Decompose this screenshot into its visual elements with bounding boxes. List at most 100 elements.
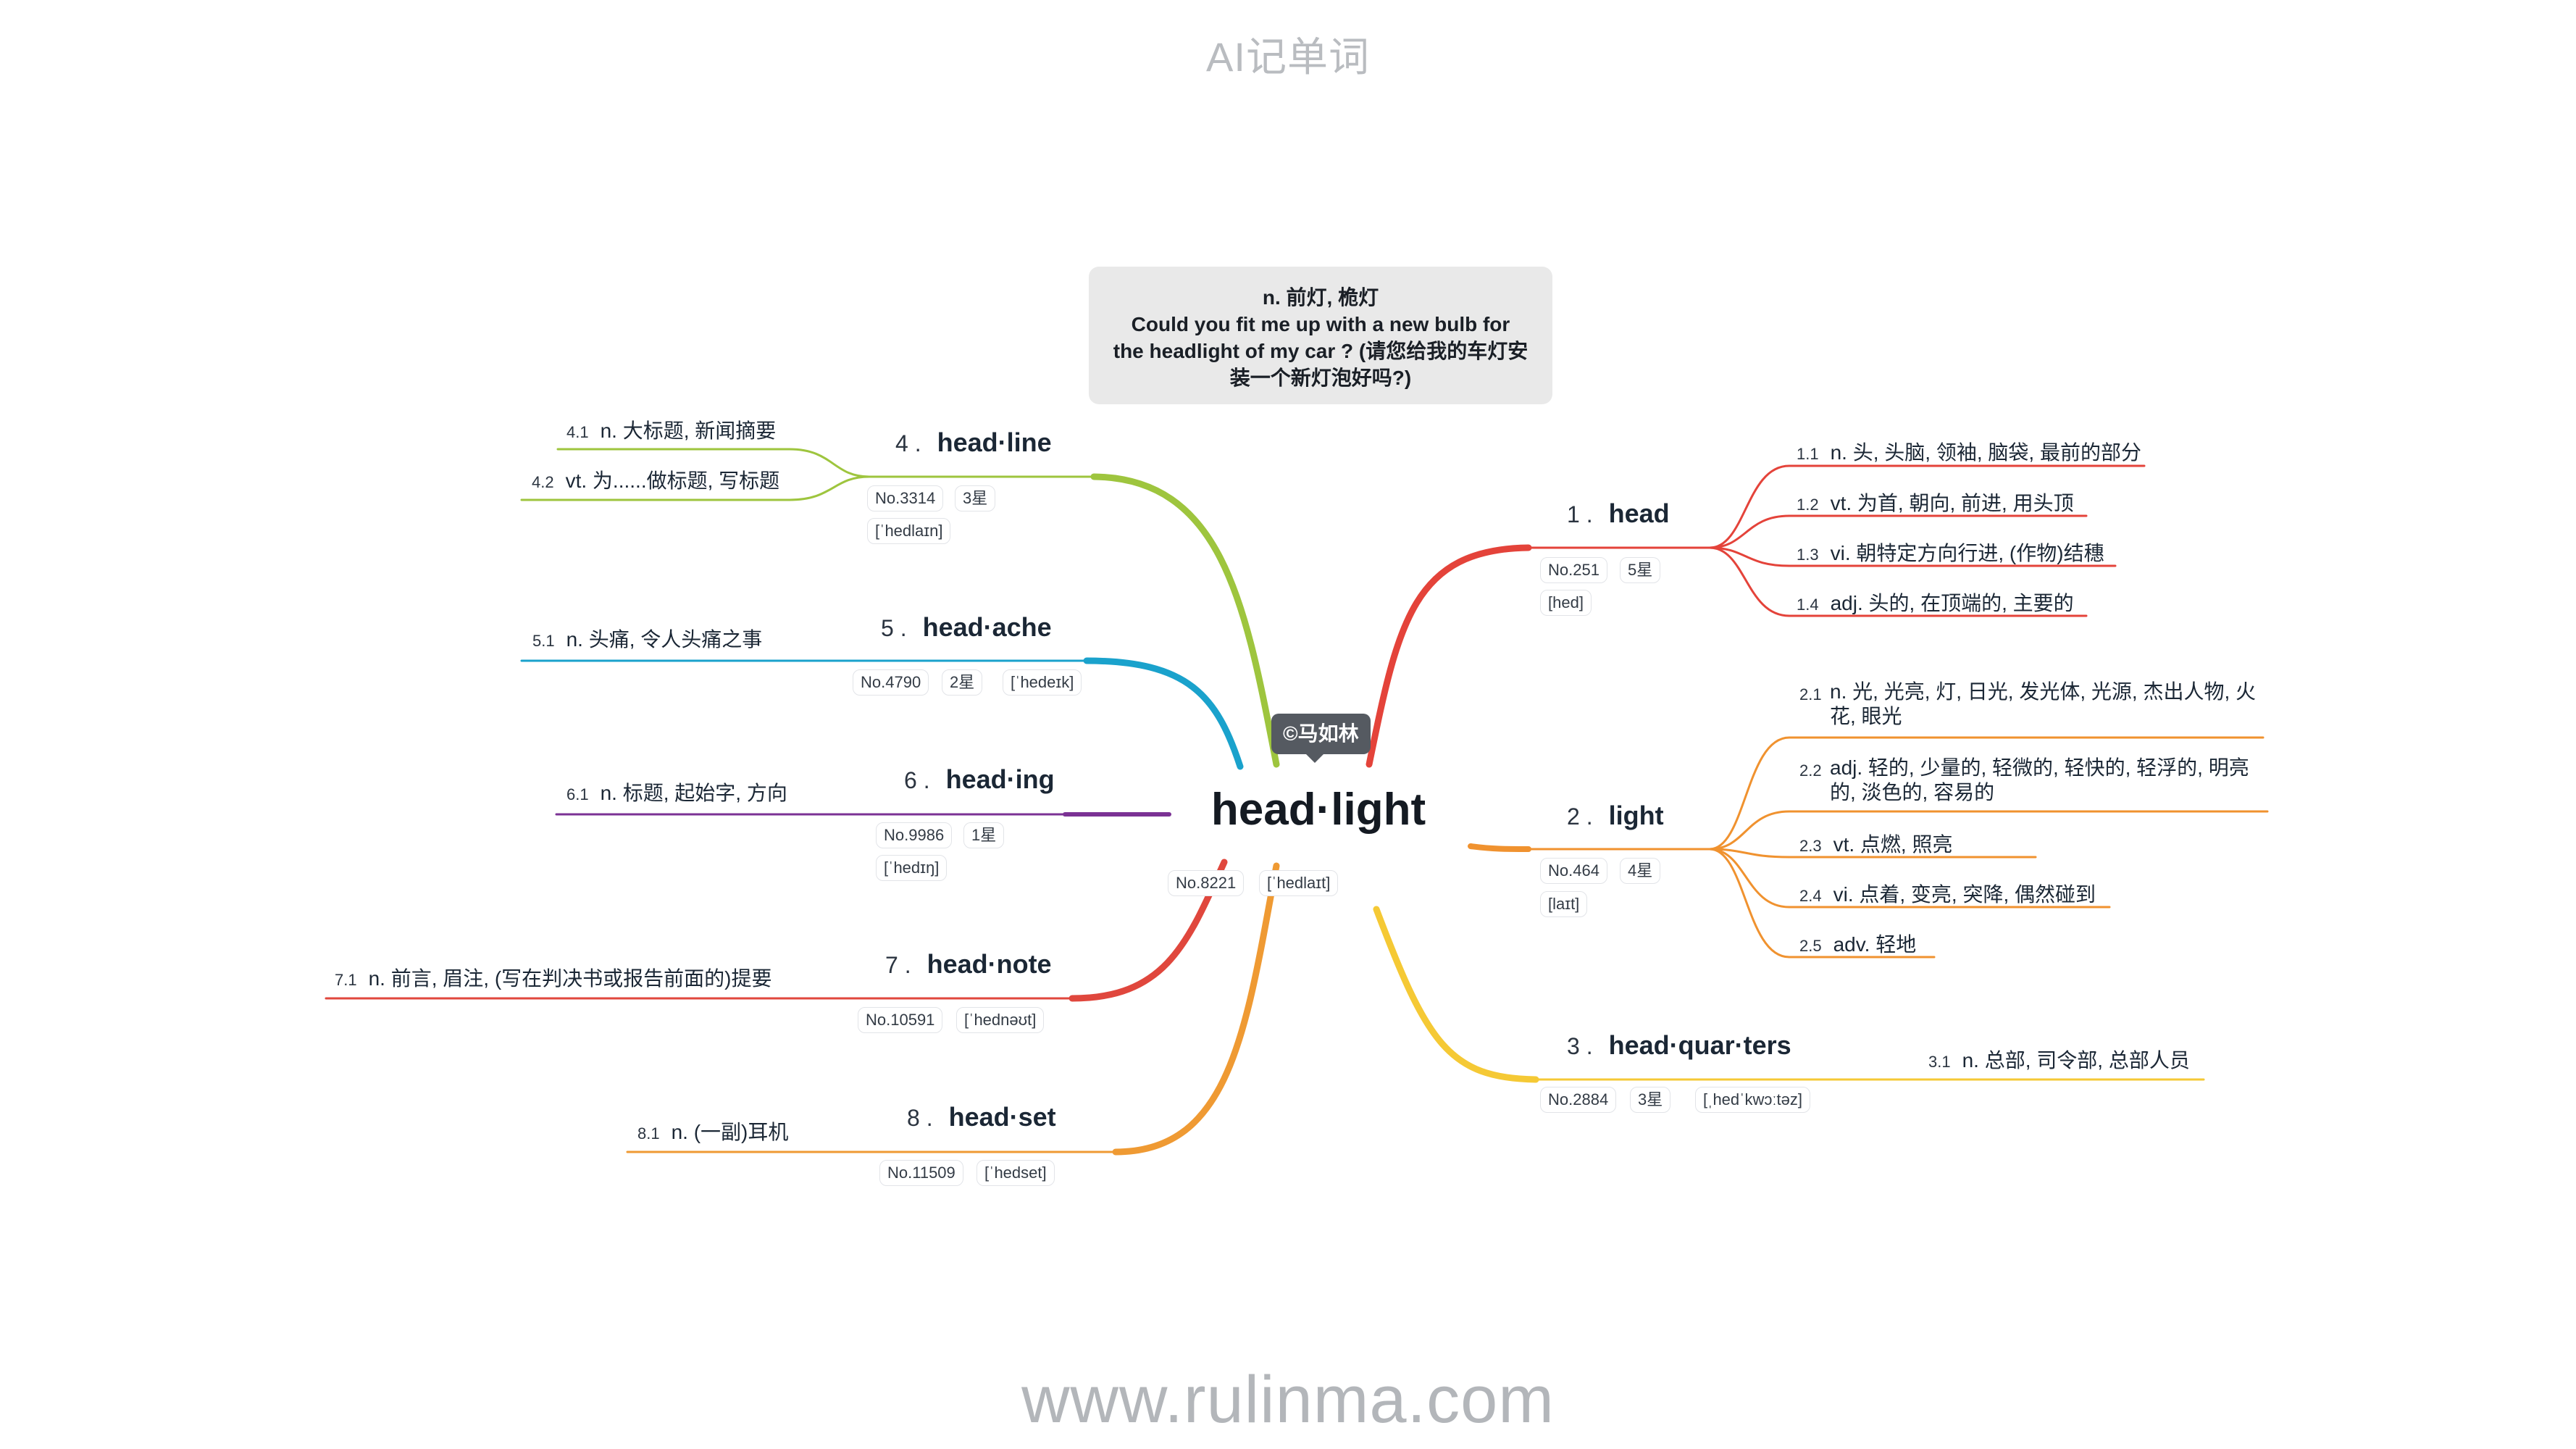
definition-7-1: 7.1 n. 前言, 眉注, (写在判决书或报告前面的)提要 bbox=[335, 966, 772, 993]
branch-1-word[interactable]: 1 . head bbox=[1567, 498, 1670, 529]
branch-7-number-chip: No.10591 bbox=[858, 1007, 943, 1033]
definition-text: n. (一副)耳机 bbox=[671, 1121, 789, 1143]
branch-3-label: head·quar·ters bbox=[1608, 1030, 1791, 1060]
definition-1-2: 1.2 vt. 为首, 朝向, 前进, 用头顶 bbox=[1797, 491, 2074, 517]
definition-index: 2.5 bbox=[1799, 937, 1822, 955]
definition-text: n. 头, 头脑, 领袖, 脑袋, 最前的部分 bbox=[1830, 441, 2141, 464]
branch-2-stars-chip: 4星 bbox=[1620, 858, 1661, 884]
definition-2-3: 2.3 vt. 点燃, 照亮 bbox=[1799, 832, 1953, 859]
note-line: the headlight of my car ? (请您给我的车灯安 bbox=[1113, 340, 1529, 362]
definition-index: 6.1 bbox=[566, 785, 589, 803]
branch-3-word[interactable]: 3 . head·quar·ters bbox=[1567, 1030, 1791, 1061]
branch-2-index: 2 . bbox=[1567, 803, 1593, 830]
branch-4-word[interactable]: 4 . head·line bbox=[895, 427, 1052, 458]
definition-5-1: 5.1 n. 头痛, 令人头痛之事 bbox=[532, 627, 762, 653]
connector-def-2-1 bbox=[1708, 736, 1791, 851]
connector-branch-4 bbox=[1090, 473, 1280, 768]
central-definition-note: n. 前灯, 桅灯 Could you fit me up with a new… bbox=[1089, 267, 1552, 404]
definition-text: vi. 点着, 变亮, 突降, 偶然碰到 bbox=[1833, 883, 2096, 906]
branch-4-phonetic-chip: [ˈhedlaɪn] bbox=[867, 518, 951, 544]
definition-index: 1.4 bbox=[1797, 596, 1819, 614]
branch-5-phonetic-chip: [ˈhedeɪk] bbox=[1003, 669, 1082, 696]
branch-2-word[interactable]: 2 . light bbox=[1567, 801, 1664, 831]
branch-5-label: head·ache bbox=[922, 612, 1052, 642]
definition-text: adj. 轻的, 少量的, 轻微的, 轻快的, 轻浮的, 明亮的, 淡色的, 容… bbox=[1830, 756, 2249, 803]
definition-index: 2.3 bbox=[1799, 837, 1822, 855]
definition-index: 3.1 bbox=[1928, 1053, 1951, 1071]
branch-8-number-chip: No.11509 bbox=[879, 1160, 963, 1186]
branch-4-number-chip: No.3314 bbox=[867, 485, 944, 511]
branch-4-stars-chip: 3星 bbox=[955, 485, 996, 511]
connector-def-1-4 bbox=[1708, 546, 1791, 617]
definition-text: adj. 头的, 在顶端的, 主要的 bbox=[1830, 592, 2074, 614]
definition-text: n. 总部, 司令部, 总部人员 bbox=[1962, 1049, 2190, 1072]
connector-def-4-1 bbox=[788, 448, 871, 478]
definition-text: adv. 轻地 bbox=[1833, 933, 1917, 956]
definition-2-1: 2.1 n. 光, 光亮, 灯, 日光, 发光体, 光源, 杰出人物, 火花, 眼… bbox=[1799, 680, 2257, 729]
branch-2-phonetic-chip: [laɪt] bbox=[1540, 891, 1588, 917]
definition-index: 2.1 bbox=[1799, 685, 1822, 703]
definition-6-1: 6.1 n. 标题, 起始字, 方向 bbox=[566, 781, 787, 807]
branch-7-phonetic-chip: [ˈhednəʊt] bbox=[956, 1007, 1045, 1033]
definition-index: 1.2 bbox=[1797, 496, 1819, 514]
definition-text: n. 大标题, 新闻摘要 bbox=[600, 419, 777, 442]
branch-1-number-chip: No.251 bbox=[1540, 557, 1607, 583]
definition-4-2: 4.2 vt. 为......做标题, 写标题 bbox=[532, 469, 779, 495]
branch-3-phonetic-chip: [ˌhedˈkwɔːtəz] bbox=[1695, 1087, 1810, 1113]
branch-3-number-chip: No.2884 bbox=[1540, 1087, 1617, 1113]
definition-text: vt. 为......做标题, 写标题 bbox=[565, 469, 780, 492]
branch-7-word[interactable]: 7 . head·note bbox=[885, 949, 1052, 980]
central-word: head·light bbox=[1210, 785, 1426, 835]
connector-branch-8 bbox=[1112, 862, 1280, 1156]
central-number-chip: No.8221 bbox=[1168, 870, 1245, 896]
branch-7-index: 7 . bbox=[885, 952, 911, 978]
definition-index: 2.4 bbox=[1799, 887, 1822, 905]
definition-index: 1.1 bbox=[1797, 445, 1819, 463]
branch-8-phonetic-chip: [ˈhedset] bbox=[977, 1160, 1055, 1186]
branch-7-label: head·note bbox=[927, 949, 1052, 979]
definition-1-1: 1.1 n. 头, 头脑, 领袖, 脑袋, 最前的部分 bbox=[1797, 440, 2141, 467]
definition-text: vt. 点燃, 照亮 bbox=[1833, 833, 1953, 856]
definition-8-1: 8.1 n. (一副)耳机 bbox=[637, 1120, 788, 1146]
connector-branch-3 bbox=[1373, 906, 1539, 1083]
definition-text: vt. 为首, 朝向, 前进, 用头顶 bbox=[1830, 492, 2074, 514]
branch-5-number-chip: No.4790 bbox=[853, 669, 929, 696]
connector-def-1-1 bbox=[1708, 464, 1791, 549]
connector-def-2-4 bbox=[1708, 848, 1791, 909]
note-line: Could you fit me up with a new bulb for bbox=[1131, 313, 1510, 335]
branch-5-word[interactable]: 5 . head·ache bbox=[881, 612, 1052, 643]
definition-text: vi. 朝特定方向行进, (作物)结穗 bbox=[1830, 542, 2104, 564]
connector-branch-1 bbox=[1366, 544, 1532, 768]
definition-index: 4.2 bbox=[532, 473, 554, 491]
branch-6-index: 6 . bbox=[904, 767, 930, 793]
branch-1-label: head bbox=[1608, 498, 1670, 528]
branch-6-word[interactable]: 6 . head·ing bbox=[904, 764, 1055, 795]
branch-8-index: 8 . bbox=[907, 1105, 933, 1131]
branch-5-stars-chip: 2星 bbox=[942, 669, 983, 696]
definition-3-1: 3.1 n. 总部, 司令部, 总部人员 bbox=[1928, 1048, 2190, 1074]
definition-text: n. 光, 光亮, 灯, 日光, 发光体, 光源, 杰出人物, 火花, 眼光 bbox=[1830, 680, 2257, 727]
branch-6-stars-chip: 1星 bbox=[963, 822, 1005, 848]
connector-def-4-2 bbox=[788, 475, 871, 501]
definition-text: n. 头痛, 令人头痛之事 bbox=[566, 628, 763, 651]
connector-def-1-2 bbox=[1708, 514, 1791, 549]
branch-1-index: 1 . bbox=[1567, 501, 1593, 527]
connector-def-2-3 bbox=[1708, 848, 1791, 859]
page-footer: www.rulinma.com bbox=[1021, 1363, 1555, 1437]
branch-1-stars-chip: 5星 bbox=[1620, 557, 1661, 583]
page-header: AI记单词 bbox=[1206, 34, 1370, 80]
branch-4-index: 4 . bbox=[895, 430, 921, 456]
definition-index: 7.1 bbox=[335, 971, 357, 989]
definition-4-1: 4.1 n. 大标题, 新闻摘要 bbox=[566, 419, 776, 445]
definition-1-3: 1.3 vi. 朝特定方向行进, (作物)结穗 bbox=[1797, 541, 2104, 567]
author-tag: ©马如林 bbox=[1271, 714, 1371, 763]
definition-index: 4.1 bbox=[566, 423, 589, 441]
branch-5-index: 5 . bbox=[881, 615, 907, 641]
branch-8-label: head·set bbox=[948, 1102, 1056, 1132]
definition-2-5: 2.5 adv. 轻地 bbox=[1799, 932, 1916, 959]
branch-6-phonetic-chip: [ˈhedɪŋ] bbox=[876, 855, 948, 881]
branch-2-label: light bbox=[1608, 801, 1664, 830]
branch-8-word[interactable]: 8 . head·set bbox=[907, 1102, 1056, 1132]
